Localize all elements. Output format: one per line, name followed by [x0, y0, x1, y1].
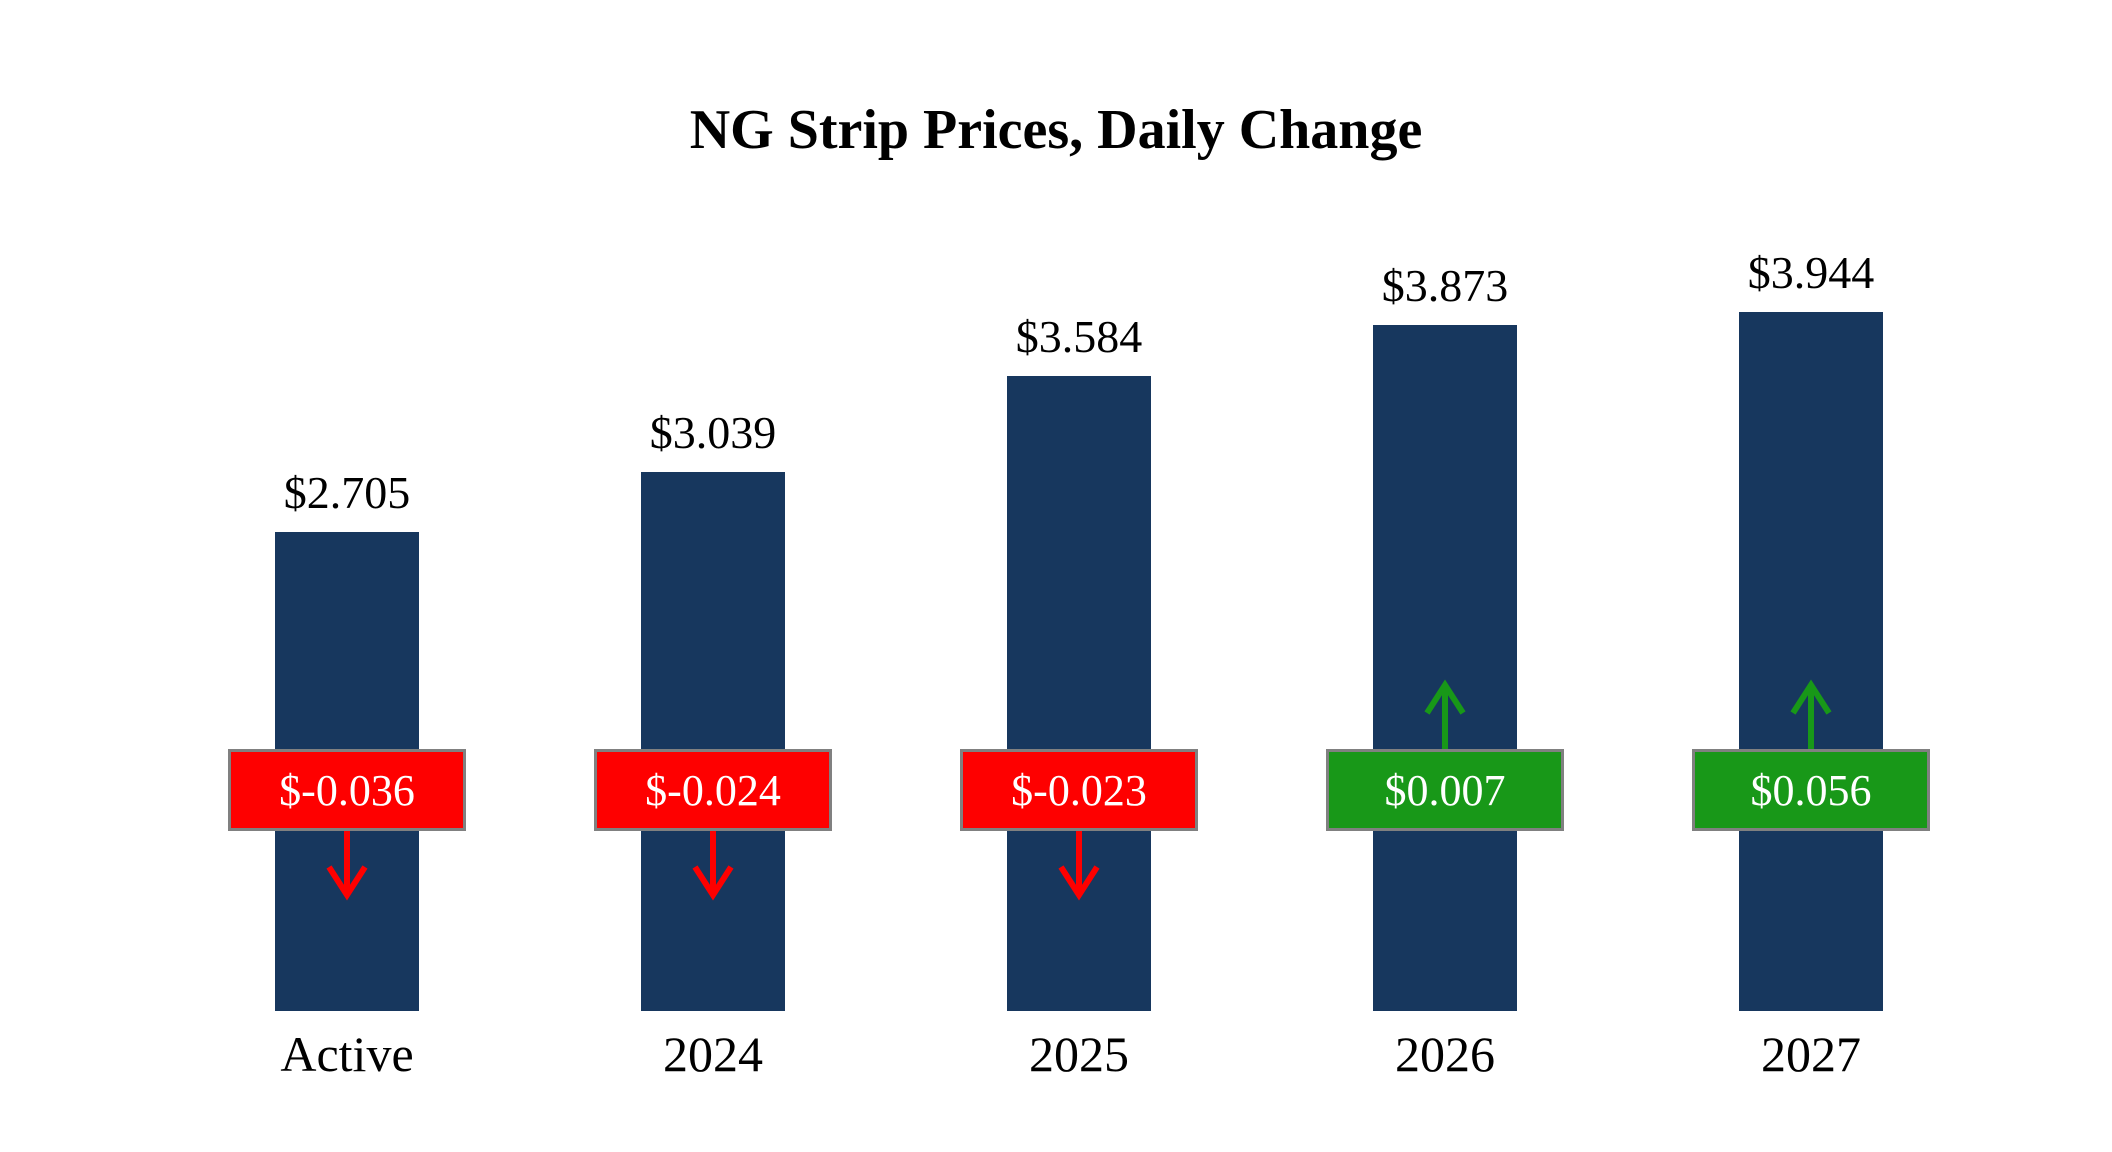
daily-change-badge: $-0.024 [594, 749, 832, 831]
change-arrow-down-icon [323, 827, 371, 906]
daily-change-badge: $0.056 [1692, 749, 1930, 831]
change-arrow-up-icon [1787, 679, 1835, 758]
change-arrow-up-icon [1421, 679, 1469, 758]
change-arrow-down-icon [689, 827, 737, 906]
bar-value-label: $3.944 [1747, 247, 1875, 298]
bar [641, 472, 785, 1011]
bar [1007, 376, 1151, 1011]
bar [1739, 312, 1883, 1011]
category-label: 2024 [663, 1026, 763, 1082]
category-label: 2026 [1395, 1026, 1495, 1082]
bar-value-label: $3.039 [649, 407, 777, 458]
category-label: 2027 [1761, 1026, 1861, 1082]
bar-value-label: $3.584 [1015, 311, 1143, 362]
bar [1373, 325, 1517, 1011]
daily-change-badge: $0.007 [1326, 749, 1564, 831]
daily-change-badge: $-0.023 [960, 749, 1198, 831]
bar-value-label: $2.705 [283, 467, 411, 518]
bar-value-label: $3.873 [1381, 260, 1509, 311]
chart-title: NG Strip Prices, Daily Change [689, 99, 1423, 161]
change-arrow-down-icon [1055, 827, 1103, 906]
daily-change-badge: $-0.036 [228, 749, 466, 831]
category-label: Active [280, 1026, 414, 1082]
category-label: 2025 [1029, 1026, 1129, 1082]
